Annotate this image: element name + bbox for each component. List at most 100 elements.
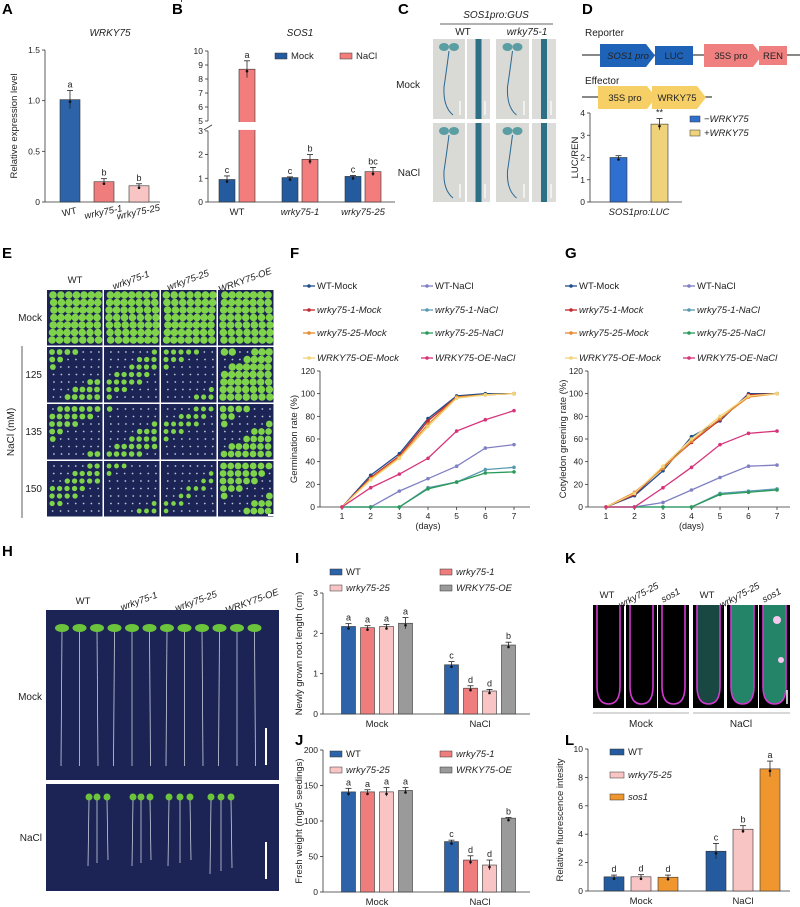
x-tick-label: NaCl	[469, 719, 490, 730]
y-axis-label: LUC/REN	[570, 137, 581, 179]
seedling	[106, 386, 112, 393]
data-point	[368, 485, 373, 490]
seedling	[82, 358, 85, 361]
seedling	[174, 472, 177, 475]
seedling	[105, 306, 113, 314]
y-tick-label: 80	[574, 411, 584, 421]
seedling	[52, 373, 55, 376]
seedling	[193, 421, 199, 427]
y-tick-label: 100	[304, 816, 318, 826]
seedling	[64, 413, 70, 420]
data-point	[512, 442, 516, 447]
seedling	[254, 415, 256, 418]
seedling	[67, 453, 70, 455]
seedling	[75, 510, 78, 512]
seedling	[243, 435, 250, 443]
seedling	[136, 436, 142, 442]
seedling	[137, 328, 145, 337]
seedling	[241, 313, 250, 322]
seedling	[265, 336, 274, 344]
seedling	[196, 465, 199, 467]
seedling	[115, 472, 118, 475]
seedling	[186, 306, 195, 314]
seedling	[192, 328, 200, 337]
seedling	[211, 430, 214, 433]
seedling	[204, 373, 207, 376]
seedling	[193, 406, 199, 412]
y-tick-label: 6	[198, 102, 203, 112]
seedling	[256, 291, 265, 299]
seedling	[171, 421, 177, 427]
data-point	[404, 791, 407, 794]
y-tick-label: 20	[574, 479, 584, 489]
seedling	[56, 493, 63, 499]
cell-wall-magenta	[629, 605, 654, 705]
cotyledons	[160, 624, 174, 632]
panel-label: J	[295, 732, 303, 749]
seedling	[109, 366, 112, 368]
seedling	[171, 321, 179, 329]
seedling	[72, 349, 79, 355]
seedling	[50, 313, 58, 322]
stained-root	[541, 39, 547, 119]
part-label: WRKY75	[657, 93, 696, 104]
35s-promoter-arrow	[704, 44, 762, 67]
root-tip-image	[593, 605, 624, 708]
data-point	[775, 429, 779, 433]
seedling	[97, 510, 100, 512]
seedling	[109, 510, 112, 512]
legend-label: WRKY75-OE	[456, 583, 513, 594]
significance-letter: a	[767, 750, 772, 760]
seedling	[136, 443, 142, 450]
seedling	[132, 415, 135, 418]
y-tick-label: 1.5	[28, 45, 40, 55]
effector-label: Effector	[585, 76, 620, 87]
seedling	[234, 313, 242, 322]
seedling	[207, 313, 216, 322]
data-point	[404, 623, 407, 627]
seedling	[162, 291, 171, 299]
data-point	[512, 391, 516, 396]
legend-label: wrky75-1-Mock	[579, 305, 645, 316]
seedling	[144, 428, 150, 435]
seedling	[147, 388, 150, 391]
legend-label: WRKY75-OE	[456, 765, 513, 776]
seedling	[52, 472, 55, 475]
seedling	[181, 366, 183, 368]
hypocotyl-root	[506, 50, 517, 116]
root	[189, 799, 192, 861]
seedling	[257, 385, 266, 394]
seedling	[178, 291, 186, 299]
seedling	[71, 394, 78, 400]
bar	[360, 791, 375, 893]
seedling	[137, 321, 145, 329]
significance-letter: d	[638, 864, 643, 874]
seedling	[121, 328, 130, 337]
seedling	[264, 507, 272, 515]
seedling	[131, 430, 134, 433]
legend-marker	[307, 308, 311, 312]
seedling	[98, 358, 100, 361]
seedling	[246, 495, 249, 497]
legend-label: wrky75-1	[456, 567, 495, 578]
y-tick-label: 1	[198, 173, 203, 183]
legend-marker	[569, 284, 573, 288]
reporter-label: Reporter	[585, 28, 625, 39]
seedling	[265, 420, 273, 428]
data-point	[775, 463, 779, 467]
x-tick-label: NaCl	[732, 896, 753, 907]
seedling	[124, 430, 127, 433]
root	[254, 629, 256, 767]
seedling	[49, 413, 56, 420]
seedling	[79, 406, 85, 412]
seedling	[210, 465, 213, 467]
seedling	[197, 445, 199, 448]
group-label: NaCl	[730, 719, 752, 730]
seedling	[163, 364, 169, 370]
seedling	[86, 470, 93, 477]
cotyledons	[137, 793, 145, 801]
bar	[301, 159, 319, 203]
seedling	[136, 379, 143, 385]
seedling	[174, 388, 177, 391]
seedling	[116, 510, 119, 512]
